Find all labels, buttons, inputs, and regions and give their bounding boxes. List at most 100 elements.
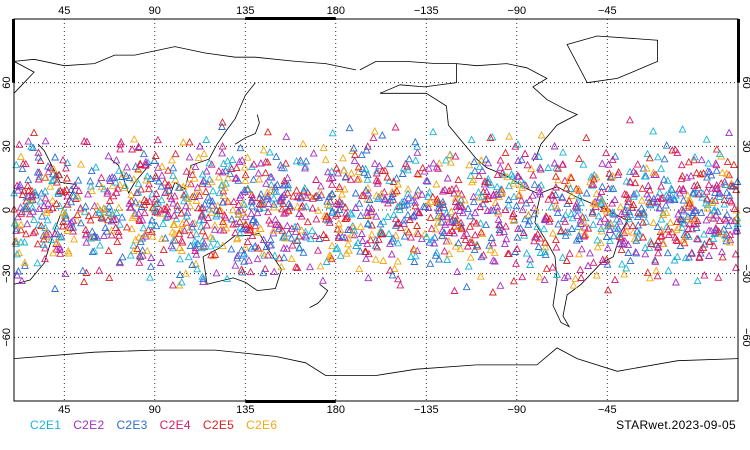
occultation-marker [498, 168, 507, 177]
occultation-marker [168, 280, 177, 289]
occultation-marker [370, 159, 379, 167]
occultation-marker [170, 229, 179, 237]
occultation-marker [394, 238, 403, 247]
occultation-marker [74, 176, 83, 184]
occultation-marker [424, 164, 433, 172]
occultation-marker [576, 219, 585, 227]
occultation-marker [584, 261, 593, 269]
occultation-marker [247, 244, 256, 252]
occultation-marker [569, 281, 578, 289]
occultation-marker [564, 179, 573, 187]
occultation-marker [151, 194, 160, 203]
occultation-marker [380, 187, 389, 196]
occultation-marker [517, 196, 526, 204]
occultation-marker [494, 215, 503, 223]
occultation-marker [400, 232, 409, 240]
occultation-marker [444, 237, 453, 245]
occultation-marker [17, 220, 25, 228]
occultation-marker [123, 222, 131, 231]
occultation-marker [411, 251, 420, 260]
occultation-marker [190, 174, 199, 182]
occultation-marker [394, 274, 402, 283]
occultation-marker [596, 217, 605, 226]
occultation-marker [662, 208, 671, 217]
occultation-marker [88, 227, 97, 235]
occultation-marker [282, 132, 291, 140]
occultation-marker [711, 188, 719, 196]
occultation-marker [493, 182, 502, 191]
occultation-marker [524, 210, 533, 219]
occultation-marker [135, 215, 144, 223]
occultation-marker [53, 229, 62, 238]
occultation-marker [247, 197, 256, 206]
occultation-marker [295, 209, 304, 217]
occultation-marker [631, 178, 640, 187]
occultation-marker [148, 232, 157, 240]
occultation-marker [603, 221, 612, 230]
occultation-marker [13, 271, 22, 279]
occultation-marker [314, 246, 322, 254]
occultation-marker [450, 228, 459, 237]
occultation-marker [284, 199, 293, 207]
occultation-marker [259, 145, 268, 154]
occultation-marker [341, 202, 350, 211]
occultation-marker [223, 274, 232, 282]
occultation-marker [195, 187, 204, 195]
occultation-marker [367, 204, 376, 212]
occultation-marker [620, 189, 629, 198]
occultation-marker [363, 239, 372, 247]
occultation-marker [443, 174, 452, 182]
occultation-marker [266, 219, 275, 227]
occultation-marker [335, 197, 344, 205]
occultation-marker [314, 206, 323, 214]
occultation-marker [237, 265, 246, 273]
occultation-marker [160, 204, 169, 212]
occultation-marker [513, 244, 522, 253]
occultation-marker [470, 166, 479, 175]
occultation-marker [700, 230, 708, 238]
occultation-marker [534, 242, 543, 250]
occultation-marker [413, 142, 422, 150]
occultation-marker [272, 187, 281, 195]
occultation-marker [188, 260, 197, 268]
occultation-marker [131, 197, 140, 206]
occultation-marker [559, 148, 567, 156]
occultation-marker [150, 156, 159, 164]
occultation-marker [354, 238, 363, 246]
occultation-marker [622, 227, 631, 235]
occultation-marker [718, 168, 727, 176]
occultation-marker [560, 176, 569, 184]
occultation-marker [246, 222, 254, 230]
occultation-marker [278, 233, 287, 241]
occultation-marker [190, 237, 199, 245]
occultation-marker [104, 215, 112, 224]
occultation-marker [266, 235, 275, 243]
occultation-marker [510, 192, 518, 200]
occultation-marker [459, 208, 467, 217]
occultation-marker [597, 187, 606, 196]
occultation-marker [127, 203, 135, 211]
occultation-marker [519, 179, 528, 187]
occultation-marker [655, 204, 664, 212]
occultation-marker [473, 242, 482, 250]
occultation-marker [284, 180, 293, 189]
occultation-marker [552, 163, 561, 171]
occultation-marker [390, 264, 399, 272]
occultation-marker [426, 213, 435, 221]
occultation-marker [692, 168, 701, 177]
occultation-marker [540, 275, 549, 283]
occultation-marker [344, 246, 353, 254]
occultation-marker [130, 134, 139, 143]
occultation-marker [404, 227, 413, 236]
occultation-marker [673, 236, 682, 245]
occultation-marker [703, 200, 712, 209]
occultation-marker [346, 175, 355, 183]
occultation-marker [663, 248, 672, 257]
occultation-marker [687, 203, 696, 211]
occultation-marker [505, 132, 514, 140]
occultation-marker [208, 234, 217, 243]
occultation-marker [28, 207, 37, 215]
occultation-marker [181, 189, 190, 197]
occultation-marker [611, 152, 620, 160]
occultation-marker [171, 149, 180, 158]
